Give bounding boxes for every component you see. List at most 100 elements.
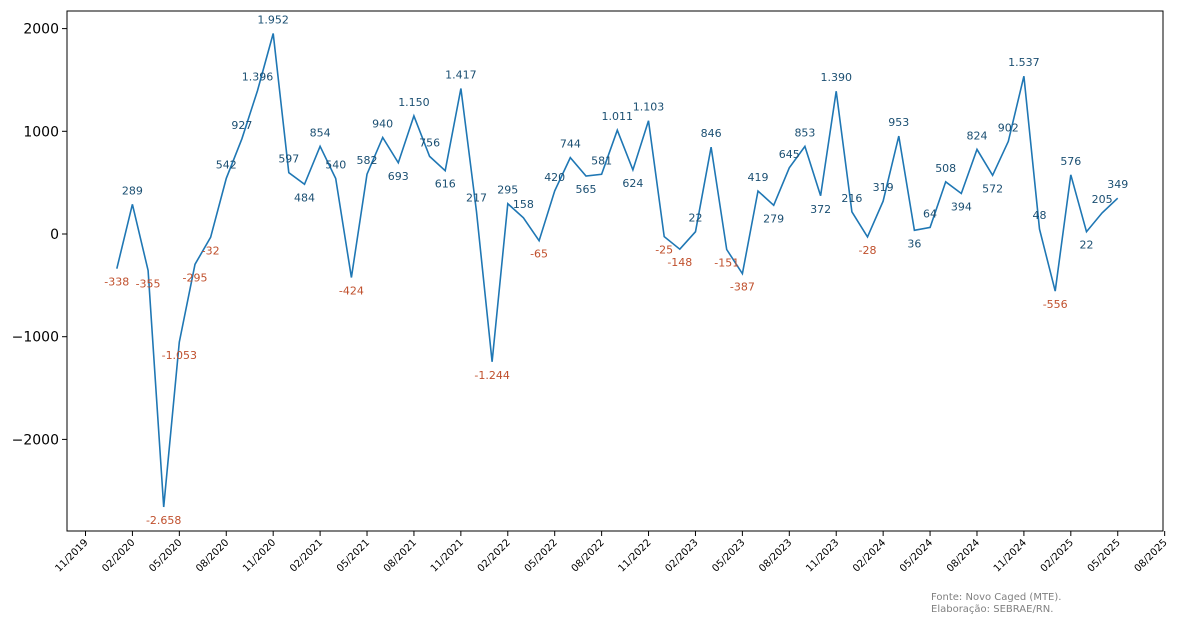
data-label: -65 xyxy=(530,248,548,261)
data-label: 394 xyxy=(951,201,972,214)
data-label: -387 xyxy=(730,281,755,294)
x-tick-label: 02/2023 xyxy=(663,537,700,574)
x-tick-label: 05/2025 xyxy=(1086,537,1123,574)
x-tick-label: 11/2024 xyxy=(992,537,1029,574)
data-label: 744 xyxy=(560,138,581,151)
x-tick-label: 08/2023 xyxy=(757,537,794,574)
data-label: 508 xyxy=(935,162,956,175)
data-label: 1.537 xyxy=(1008,56,1040,69)
x-tick-label: 11/2022 xyxy=(617,537,654,574)
x-tick-label: 02/2020 xyxy=(100,537,137,574)
x-tick-label: 11/2020 xyxy=(241,537,278,574)
plot-area xyxy=(66,10,1164,532)
data-label: 36 xyxy=(907,237,921,250)
data-label: -148 xyxy=(667,256,692,269)
x-tick-label: 05/2022 xyxy=(523,537,560,574)
data-label: 22 xyxy=(688,212,702,225)
data-label: 48 xyxy=(1033,209,1047,222)
data-label: -1.244 xyxy=(474,369,509,382)
source-line: Fonte: Novo Caged (MTE). xyxy=(931,592,1062,603)
y-tick-label: 1000 xyxy=(23,124,59,140)
source-note: Fonte: Novo Caged (MTE). Elaboração: SEB… xyxy=(931,592,1061,616)
x-axis: 11/2019 02/2020 05/2020 08/2020 11/2020 02/20… xyxy=(53,531,1170,574)
data-label: 295 xyxy=(497,184,518,197)
x-tick-label: 08/2022 xyxy=(570,537,607,574)
x-tick-label: 05/2023 xyxy=(710,537,747,574)
data-label: 616 xyxy=(435,178,456,191)
x-tick-label: 02/2024 xyxy=(851,537,888,574)
data-label: 953 xyxy=(888,116,909,129)
data-label: 1.396 xyxy=(242,71,274,84)
data-label: 279 xyxy=(763,212,784,225)
data-label: 824 xyxy=(966,129,987,142)
x-tick-label: 08/2021 xyxy=(382,537,419,574)
data-label: 420 xyxy=(544,171,565,184)
x-tick-label: 11/2023 xyxy=(804,537,841,574)
data-label: 1.150 xyxy=(398,96,430,109)
x-tick-label: 08/2025 xyxy=(1133,537,1170,574)
series-line xyxy=(116,33,1119,508)
data-label: 581 xyxy=(591,154,612,167)
x-tick-label: 11/2019 xyxy=(53,537,90,574)
data-label: -151 xyxy=(714,257,739,270)
data-label: 64 xyxy=(923,207,937,220)
data-label: 542 xyxy=(216,158,237,171)
x-tick-label: 08/2024 xyxy=(945,537,982,574)
data-label: 940 xyxy=(372,117,393,130)
data-label: 319 xyxy=(873,181,894,194)
data-label: 576 xyxy=(1060,155,1081,168)
data-label: 693 xyxy=(388,170,409,183)
data-label: -25 xyxy=(655,244,673,257)
x-tick-label: 05/2020 xyxy=(147,537,184,574)
data-label: 349 xyxy=(1107,178,1128,191)
data-label: 582 xyxy=(357,154,378,167)
x-tick-label: 02/2022 xyxy=(476,537,513,574)
x-tick-label: 05/2024 xyxy=(898,537,935,574)
data-label: 565 xyxy=(575,183,596,196)
data-label: 158 xyxy=(513,198,534,211)
x-tick-label: 11/2021 xyxy=(429,537,466,574)
data-label: -28 xyxy=(859,244,877,257)
data-label: 572 xyxy=(982,182,1003,195)
data-label: 854 xyxy=(310,126,331,139)
x-tick-label: 02/2021 xyxy=(288,537,325,574)
x-tick-label: 05/2021 xyxy=(335,537,372,574)
data-label: 846 xyxy=(701,127,722,140)
data-label: 419 xyxy=(748,171,769,184)
data-label: -338 xyxy=(104,276,129,289)
data-label: 484 xyxy=(294,191,315,204)
data-label: 1.390 xyxy=(820,71,852,84)
data-label: 289 xyxy=(122,184,143,197)
data-label: -355 xyxy=(136,277,161,290)
y-tick-label: 2000 xyxy=(23,22,59,38)
data-label: 540 xyxy=(325,159,346,172)
data-label: 927 xyxy=(231,119,252,132)
data-label: -424 xyxy=(339,285,364,298)
y-axis: 2000 1000 0 −1000 −2000 xyxy=(12,22,67,448)
x-tick-label: 02/2025 xyxy=(1039,537,1076,574)
data-label: 372 xyxy=(810,203,831,216)
data-label: -1.053 xyxy=(162,349,197,362)
data-label: 1.952 xyxy=(257,14,289,27)
data-label: -295 xyxy=(182,271,207,284)
data-label: 1.011 xyxy=(602,110,634,123)
data-label: 902 xyxy=(998,121,1019,134)
data-label: 205 xyxy=(1092,193,1113,206)
data-label: 1.103 xyxy=(633,101,665,114)
data-label: 1.417 xyxy=(445,68,477,81)
data-label: 22 xyxy=(1079,239,1093,252)
y-tick-label: −2000 xyxy=(12,432,59,448)
data-label: 853 xyxy=(794,126,815,139)
credit-line: Elaboração: SEBRAE/RN. xyxy=(931,604,1054,615)
data-label: 756 xyxy=(419,136,440,149)
data-label: 645 xyxy=(779,148,800,161)
data-labels: -338 289 -355 -2.658 -1.053 -295 -32 542 927 1.39… xyxy=(104,14,1128,527)
data-label: -2.658 xyxy=(146,514,181,527)
data-label: 597 xyxy=(278,153,299,166)
x-tick-label: 08/2020 xyxy=(194,537,231,574)
data-label: -556 xyxy=(1043,298,1068,311)
data-label: -32 xyxy=(202,244,220,257)
data-label: 216 xyxy=(841,192,862,205)
y-tick-label: 0 xyxy=(50,227,59,243)
